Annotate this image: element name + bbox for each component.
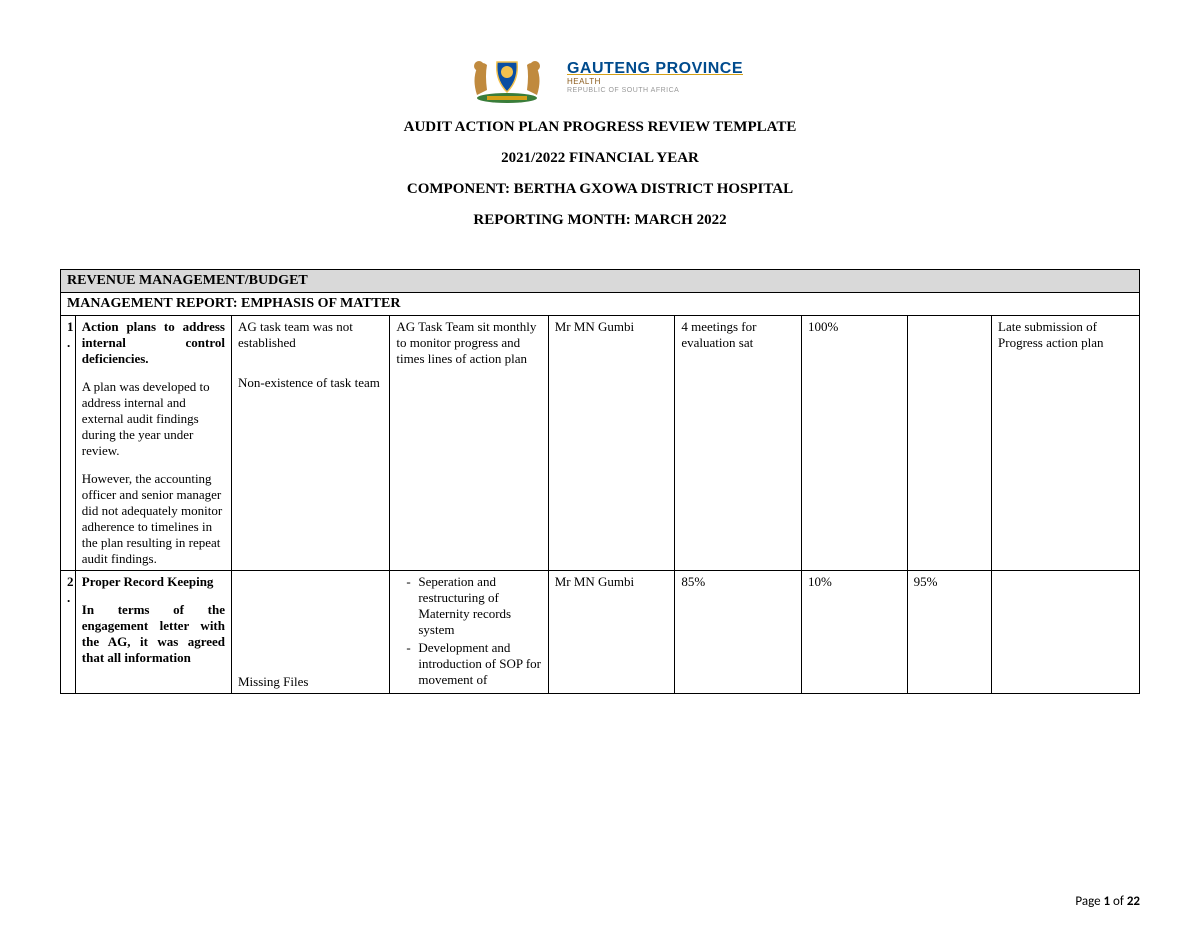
section-row: REVENUE MANAGEMENT/BUDGET xyxy=(61,270,1140,293)
doc-title-4: REPORTING MONTH: MARCH 2022 xyxy=(60,212,1140,229)
page-footer: Page 1 of 22 xyxy=(1075,894,1140,909)
row-description: Action plans to address internal control… xyxy=(75,316,231,571)
doc-title-3: COMPONENT: BERTHA GXOWA DISTRICT HOSPITA… xyxy=(60,181,1140,198)
republic-name: REPUBLIC OF SOUTH AFRICA xyxy=(567,87,743,95)
logo-row: GAUTENG PROVINCE HEALTH REPUBLIC OF SOUT… xyxy=(60,50,1140,105)
province-name: GAUTENG PROVINCE xyxy=(567,60,743,78)
finding-text: Non-existence of task team xyxy=(238,375,383,391)
desc-title: Proper Record Keeping xyxy=(82,574,225,590)
row-finding: AG task team was not established Non-exi… xyxy=(232,316,390,571)
doc-title-2: 2021/2022 FINANCIAL YEAR xyxy=(60,150,1140,167)
footer-total-pages: 22 xyxy=(1127,894,1140,909)
table-row: 2. Proper Record Keeping In terms of the… xyxy=(61,571,1140,694)
row-percent-1: 100% xyxy=(802,316,908,571)
row-responsible: Mr MN Gumbi xyxy=(548,571,675,694)
section-heading: REVENUE MANAGEMENT/BUDGET xyxy=(61,270,1140,293)
finding-text: AG task team was not established xyxy=(238,319,383,351)
finding-text: Missing Files xyxy=(238,674,383,690)
action-item: Development and introduction of SOP for … xyxy=(406,640,541,688)
desc-paragraph: A plan was developed to address internal… xyxy=(82,379,225,459)
document-header: GAUTENG PROVINCE HEALTH REPUBLIC OF SOUT… xyxy=(60,50,1140,229)
desc-paragraph: In terms of the engagement letter with t… xyxy=(82,602,225,666)
row-comment xyxy=(992,571,1140,694)
row-finding: Missing Files xyxy=(232,571,390,694)
row-responsible: Mr MN Gumbi xyxy=(548,316,675,571)
row-percent-2: 95% xyxy=(907,571,991,694)
action-item: Seperation and restructuring of Maternit… xyxy=(406,574,541,638)
department-name: HEALTH xyxy=(567,78,743,87)
row-comment: Late submission of Progress action plan xyxy=(992,316,1140,571)
row-action: Seperation and restructuring of Maternit… xyxy=(390,571,548,694)
row-number: 2. xyxy=(61,571,76,694)
row-progress: 85% xyxy=(675,571,802,694)
doc-title-1: AUDIT ACTION PLAN PROGRESS REVIEW TEMPLA… xyxy=(60,119,1140,136)
row-number: 1. xyxy=(61,316,76,571)
coat-of-arms-icon xyxy=(457,50,557,105)
subsection-row: MANAGEMENT REPORT: EMPHASIS OF MATTER xyxy=(61,293,1140,316)
footer-of: of xyxy=(1110,894,1127,909)
subsection-heading: MANAGEMENT REPORT: EMPHASIS OF MATTER xyxy=(61,293,1140,316)
footer-prefix: Page xyxy=(1075,894,1103,909)
table-row: 1. Action plans to address internal cont… xyxy=(61,316,1140,571)
logo-text: GAUTENG PROVINCE HEALTH REPUBLIC OF SOUT… xyxy=(567,60,743,94)
row-progress: 4 meetings for evaluation sat xyxy=(675,316,802,571)
row-percent-2 xyxy=(907,316,991,571)
row-action: AG Task Team sit monthly to monitor prog… xyxy=(390,316,548,571)
row-percent-1: 10% xyxy=(802,571,908,694)
audit-table: REVENUE MANAGEMENT/BUDGET MANAGEMENT REP… xyxy=(60,269,1140,694)
desc-paragraph: However, the accounting officer and seni… xyxy=(82,471,225,567)
action-list: Seperation and restructuring of Maternit… xyxy=(396,574,541,688)
desc-title: Action plans to address internal control… xyxy=(82,319,225,367)
row-description: Proper Record Keeping In terms of the en… xyxy=(75,571,231,694)
